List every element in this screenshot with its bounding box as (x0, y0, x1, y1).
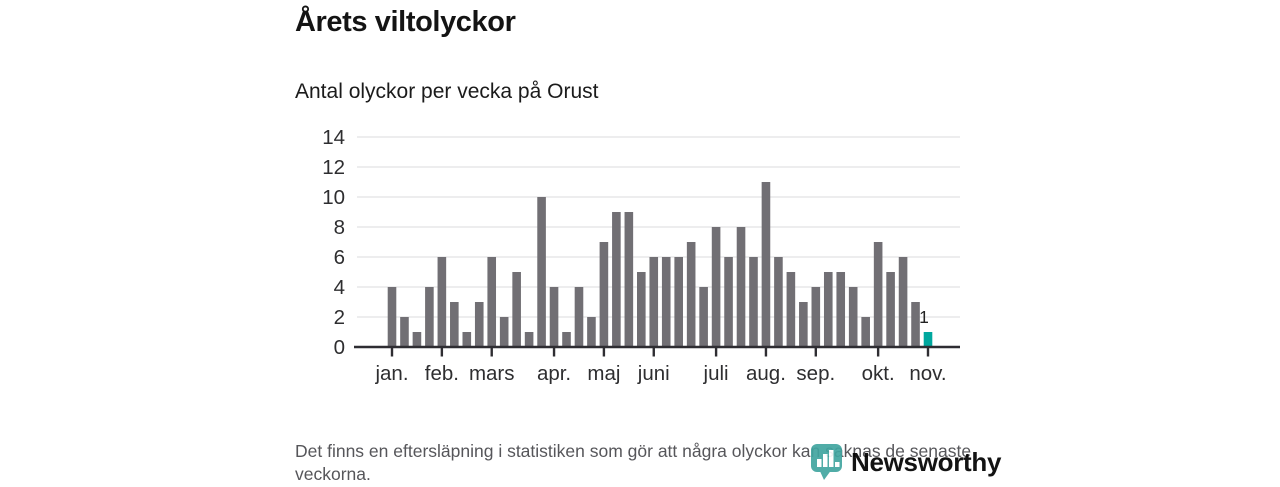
y-axis-labels: 0 2 4 6 8 10 12 14 (322, 126, 345, 359)
svg-text:12: 12 (322, 156, 345, 179)
chart-subtitle: Antal olyckor per vecka på Orust (295, 80, 599, 103)
newsworthy-logo[interactable]: Newsworthy (810, 441, 1001, 481)
last-bar-value-label: 1 (919, 307, 929, 327)
bar-week-1 (387, 287, 397, 347)
svg-text:10: 10 (322, 186, 345, 209)
bar-week-30 (749, 257, 758, 347)
bar-week-34 (799, 302, 808, 347)
bar-week-22 (649, 257, 659, 347)
svg-text:mars: mars (469, 362, 515, 385)
svg-text:okt.: okt. (862, 362, 895, 385)
bar-week-43 (911, 302, 920, 347)
bar-week-44 (923, 332, 933, 347)
bar-week-39 (861, 317, 870, 347)
svg-text:4: 4 (334, 276, 345, 299)
x-axis-month-labels: jan. feb. mars apr. maj juni juli aug. sep. okt. n… (374, 348, 947, 385)
bars (387, 182, 933, 347)
bar-week-21 (637, 272, 646, 347)
bar-week-42 (898, 257, 908, 347)
svg-text:feb.: feb. (425, 362, 459, 385)
svg-text:0: 0 (334, 336, 345, 359)
bar-week-14 (549, 287, 559, 347)
bar-week-20 (624, 212, 634, 347)
svg-text:2: 2 (334, 306, 345, 329)
bar-week-8 (474, 302, 484, 347)
svg-text:8: 8 (334, 216, 345, 239)
bar-week-36 (823, 272, 833, 347)
bar-week-12 (524, 332, 534, 347)
footnote: Det finns en eftersläpning i statistiken… (295, 441, 972, 485)
bar-week-31 (761, 182, 771, 347)
bar-week-10 (499, 317, 509, 347)
svg-text:apr.: apr. (537, 362, 571, 385)
bar-week-41 (886, 272, 895, 347)
bar-week-5 (437, 257, 447, 347)
bar-week-3 (412, 332, 422, 347)
bar-week-26 (699, 287, 708, 347)
bar-week-25 (686, 242, 696, 347)
bar-week-35 (811, 287, 821, 347)
svg-text:nov.: nov. (909, 362, 946, 385)
svg-text:maj: maj (587, 362, 620, 385)
bar-week-9 (487, 257, 497, 347)
bar-week-28 (724, 257, 733, 347)
svg-text:jan.: jan. (374, 362, 408, 385)
bar-week-6 (450, 302, 459, 347)
bar-week-2 (400, 317, 409, 347)
page-title: Årets viltolyckor (295, 6, 516, 38)
bar-week-16 (574, 287, 584, 347)
svg-text:sep.: sep. (796, 362, 835, 385)
bar-week-24 (674, 257, 683, 347)
bar-week-32 (774, 257, 783, 347)
newsworthy-icon (811, 444, 842, 480)
bar-chart: 0 2 4 6 8 10 12 14 jan. feb. mars apr. maj juni juli au… (290, 122, 980, 392)
svg-text:juli: juli (703, 362, 729, 385)
bar-week-15 (562, 332, 571, 347)
bar-week-13 (537, 197, 546, 347)
gridlines (357, 136, 960, 318)
bar-week-19 (612, 212, 621, 347)
bar-week-37 (836, 272, 846, 347)
svg-text:aug.: aug. (746, 362, 786, 385)
svg-text:juni: juni (637, 362, 670, 385)
bar-week-27 (711, 227, 721, 347)
bar-week-11 (512, 272, 521, 347)
bar-chart-svg: 0 2 4 6 8 10 12 14 jan. feb. mars apr. maj juni juli au… (322, 126, 960, 385)
bar-week-23 (661, 257, 671, 347)
newsworthy-wordmark: Newsworthy (851, 447, 1002, 477)
bar-week-17 (587, 317, 596, 347)
svg-text:6: 6 (334, 246, 345, 269)
bar-week-40 (873, 242, 883, 347)
bar-week-7 (462, 332, 472, 347)
bar-week-29 (736, 227, 746, 347)
bar-week-18 (599, 242, 609, 347)
bar-week-33 (786, 272, 796, 347)
bar-week-38 (848, 287, 858, 347)
svg-text:14: 14 (322, 126, 345, 149)
bar-week-4 (425, 287, 434, 347)
